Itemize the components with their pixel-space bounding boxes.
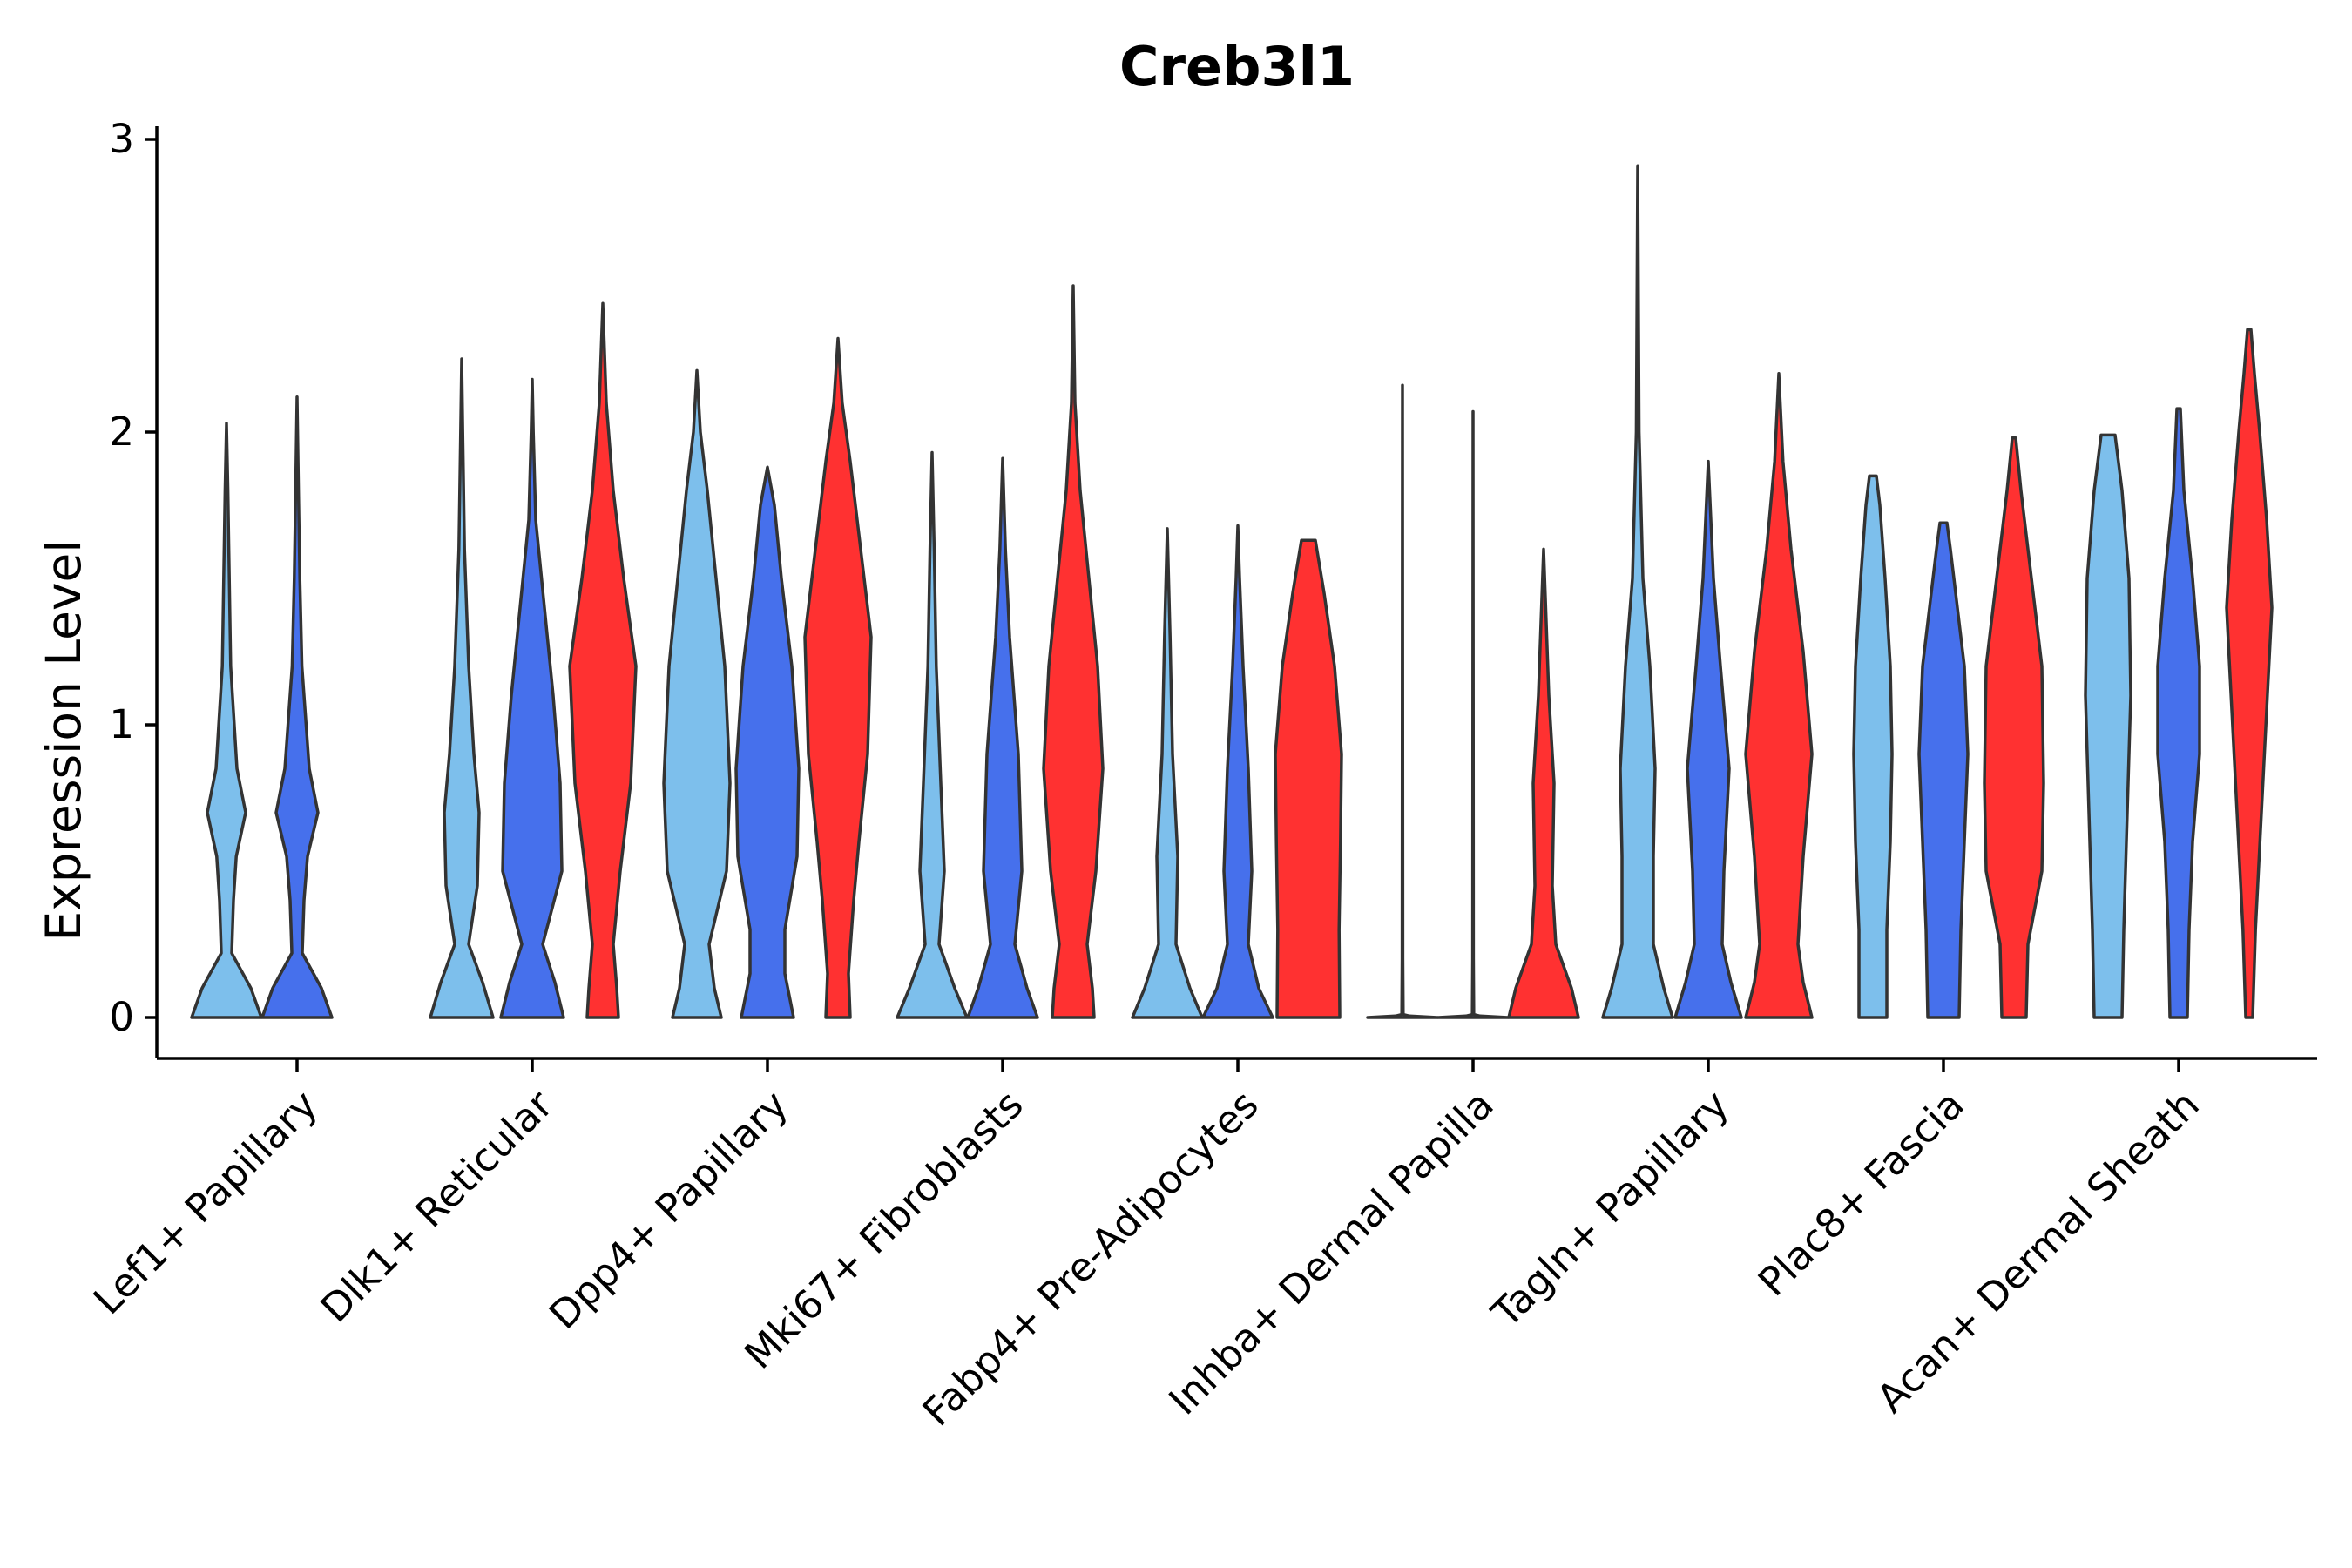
violin-acan-dermal-sheath-group-1	[2084, 433, 2132, 1019]
violin-mki67-fibroblasts-group-2	[966, 456, 1039, 1019]
x-tick-label-1: Dlk1+ Reticular	[312, 1081, 562, 1331]
violin-acan-dermal-sheath-group-3	[2225, 328, 2274, 1019]
y-tick-label-2: 2	[109, 409, 134, 455]
y-tick-label-1: 1	[109, 701, 134, 747]
x-tick-label-2: Dpp4+ Papillary	[540, 1081, 797, 1338]
violin-fabp4-pre-adipocytes-group-1	[1131, 527, 1204, 1019]
y-tick-label-0: 0	[109, 994, 134, 1040]
y-axis-label: Expression Level	[36, 539, 91, 941]
violin-acan-dermal-sheath-group-2	[2156, 407, 2201, 1019]
violin-fabp4-pre-adipocytes-group-2	[1201, 524, 1274, 1019]
violin-lef1-papillary-group-2	[260, 395, 334, 1019]
x-tick-label-0: Lef1+ Papillary	[84, 1081, 327, 1323]
y-tick-label-3: 3	[109, 116, 134, 162]
x-tick-label-7: Plac8+ Fascia	[1749, 1081, 1973, 1305]
violin-tagln-papillary-group-2	[1673, 459, 1743, 1019]
violins-layer	[190, 164, 2274, 1019]
violin-lef1-papillary-group-1	[190, 422, 263, 1019]
violin-mki67-fibroblasts-group-3	[1042, 284, 1105, 1019]
violin-mki67-fibroblasts-group-1	[896, 450, 969, 1019]
violin-dlk1-reticular-group-2	[499, 377, 565, 1019]
violin-dpp4-papillary-group-1	[662, 368, 732, 1019]
violin-fabp4-pre-adipocytes-group-3	[1274, 538, 1343, 1019]
violin-dlk1-reticular-group-1	[429, 357, 495, 1019]
violin-tagln-papillary-group-3	[1744, 372, 1814, 1019]
x-tick-label-6: Tagln+ Papillary	[1483, 1081, 1738, 1336]
violin-plac8-fascia-group-2	[1917, 521, 1970, 1019]
violin-dlk1-reticular-group-3	[568, 301, 638, 1019]
chart-title: Creb3l1	[1119, 35, 1355, 98]
violin-inhba-dermal-papilla-group-1	[1366, 383, 1439, 1019]
violin-dpp4-papillary-group-2	[734, 465, 801, 1019]
violin-tagln-papillary-group-1	[1601, 164, 1674, 1019]
violin-dpp4-papillary-group-3	[803, 336, 873, 1019]
violin-plac8-fascia-group-3	[1983, 436, 2045, 1019]
violin-inhba-dermal-papilla-group-3	[1507, 547, 1580, 1019]
violin-plac8-fascia-group-1	[1852, 474, 1894, 1019]
violin-inhba-dermal-papilla-group-2	[1436, 409, 1510, 1019]
